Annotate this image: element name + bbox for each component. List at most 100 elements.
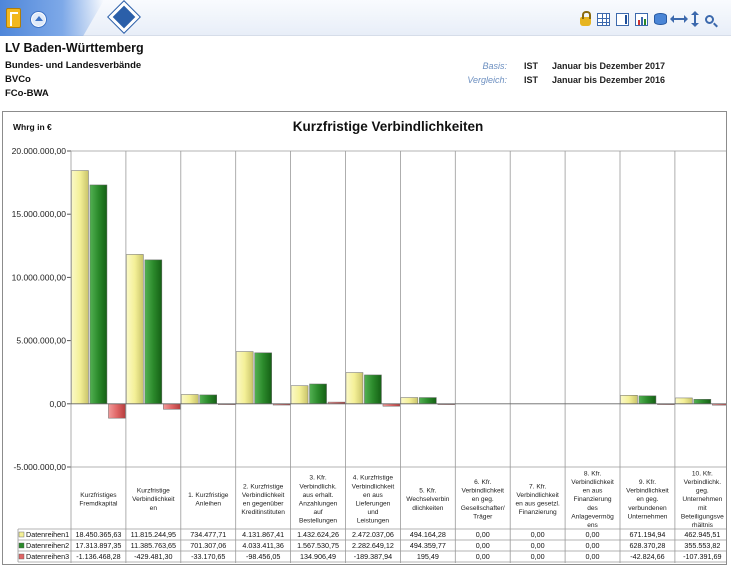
category-label: Lieferungen xyxy=(356,501,391,508)
data-label: -107.391,69 xyxy=(683,552,721,561)
data-label: 494.359,77 xyxy=(410,541,446,550)
category-label: 1. Kurzfristige xyxy=(188,492,229,499)
navigate-icon[interactable] xyxy=(108,1,140,33)
category-label: Verbindlichkeit xyxy=(242,492,285,499)
category-label: Beteiligungsve xyxy=(681,513,724,520)
y-tick-label: 15.000.000,00 xyxy=(12,209,67,219)
category-label: 9. Kfr. xyxy=(639,479,656,486)
app-badge xyxy=(0,0,104,36)
report-subtitle-1: Bundes- und Landesverbände xyxy=(5,60,142,71)
plot-background xyxy=(71,151,730,467)
category-label: Verbindlichkeit xyxy=(516,492,559,499)
data-label: 0,00 xyxy=(476,552,490,561)
toolbar-icons xyxy=(580,11,717,27)
category-label: 2. Kurzfristige xyxy=(243,483,284,490)
data-label: 4.131.867,41 xyxy=(242,530,284,539)
unit-label: Whrg in € xyxy=(13,122,52,132)
data-label: -42.824,66 xyxy=(630,552,664,561)
category-label: en aus gesetzl. xyxy=(515,501,560,508)
bar xyxy=(89,184,108,405)
category-label: en geg. xyxy=(636,496,658,503)
category-label: Wechselverbin xyxy=(406,496,449,503)
zoom-icon[interactable] xyxy=(705,14,714,24)
category-label: dlichkeiten xyxy=(412,505,443,512)
category-label: Anzahlungen xyxy=(299,501,338,508)
bar xyxy=(693,399,712,405)
bar xyxy=(235,351,254,405)
chart-svg: Whrg in € Kurzfristige Verbindlichkeiten… xyxy=(12,119,731,563)
category-label: Unternehmen xyxy=(627,513,667,520)
data-label: 0,00 xyxy=(476,541,490,550)
data-label: 0,00 xyxy=(531,530,545,539)
category-label: Unternehmen xyxy=(682,496,722,503)
data-label: 355.553,82 xyxy=(684,541,720,550)
legend-swatch xyxy=(18,531,25,538)
category-label: geg. xyxy=(696,488,709,495)
report-subtitle-2: BVCo xyxy=(5,74,31,85)
category-label: aus erhalt. xyxy=(303,492,334,499)
bar xyxy=(254,352,272,405)
data-label: 11.385.763,65 xyxy=(131,541,176,550)
category-label: Anlagevermög xyxy=(571,513,614,520)
category-label: en gegenüber xyxy=(243,501,285,508)
table-icon[interactable] xyxy=(597,12,610,26)
legend-swatch xyxy=(18,542,25,549)
export-icon[interactable] xyxy=(616,12,629,26)
category-label: Verbindlichk. xyxy=(684,479,722,486)
bar xyxy=(126,254,144,405)
category-label: Verbindlichkeit xyxy=(352,483,395,490)
bar xyxy=(163,403,181,410)
category-label: auf xyxy=(313,509,322,516)
category-label: verbundenen xyxy=(628,505,667,512)
category-label: Verbindlichkeit xyxy=(626,488,669,495)
category-label: rhältnis xyxy=(692,522,714,529)
data-label: 628.370,28 xyxy=(629,541,665,550)
report-subtitle-3: FCo-BWA xyxy=(5,88,49,99)
swap-horizontal-icon[interactable] xyxy=(670,15,688,23)
category-label: 4. Kurzfristige xyxy=(353,475,394,482)
data-label: 4.033.411,36 xyxy=(242,541,283,550)
legend-swatch xyxy=(18,553,25,560)
data-label: 134.906,49 xyxy=(300,552,336,561)
data-label: -1.136.468,28 xyxy=(76,552,120,561)
category-label: mit xyxy=(698,505,707,512)
report-title: LV Baden-Württemberg xyxy=(5,41,144,55)
chart-icon[interactable] xyxy=(635,12,648,26)
data-label: -98.456,05 xyxy=(246,552,280,561)
chart-frame: Whrg in € Kurzfristige Verbindlichkeiten… xyxy=(2,111,731,565)
data-label: -429.481,30 xyxy=(134,552,172,561)
data-label: -189.387,94 xyxy=(354,552,392,561)
basis-period: Januar bis Dezember 2017 xyxy=(552,61,666,71)
bar xyxy=(290,385,309,405)
y-tick-label: 10.000.000,00 xyxy=(12,272,67,282)
app-logo-icon[interactable] xyxy=(6,8,21,28)
basis-type: IST xyxy=(524,61,539,71)
data-label: 494.164,28 xyxy=(410,530,446,539)
plot-area: 20.000.000,00 15.000.000,00 10.000.000,00 5… xyxy=(12,146,731,563)
category-label: Verbindlichkeit xyxy=(571,479,614,486)
category-label: Finanzierung xyxy=(573,496,611,503)
y-tick-label: 20.000.000,00 xyxy=(12,146,67,156)
swap-vertical-icon[interactable] xyxy=(691,11,699,27)
category-label: 6. Kfr. xyxy=(474,479,491,486)
basis-label: Basis: xyxy=(482,61,507,71)
category-label: Finanzierung xyxy=(519,509,557,516)
category-label: Kreditinstituten xyxy=(241,509,285,516)
bar xyxy=(345,372,364,405)
data-label: 17.313.897,35 xyxy=(75,541,121,550)
database-icon[interactable] xyxy=(654,13,667,25)
data-label: 0,00 xyxy=(586,541,600,550)
data-label: 0,00 xyxy=(586,552,600,561)
category-label: en geg. xyxy=(472,496,494,503)
bar xyxy=(181,394,199,405)
lock-icon[interactable] xyxy=(580,11,591,26)
vergleich-type: IST xyxy=(524,75,539,85)
data-label: 0,00 xyxy=(586,530,600,539)
category-label: Kurzfristige xyxy=(137,488,170,495)
category-label: 7. Kfr. xyxy=(529,483,546,490)
home-icon[interactable] xyxy=(31,12,46,27)
y-tick-label: -5.000.000,00 xyxy=(14,462,67,472)
category-label: Fremdkapital xyxy=(79,501,118,508)
data-label: -33.170,65 xyxy=(191,552,225,561)
data-label: 0,00 xyxy=(531,541,545,550)
